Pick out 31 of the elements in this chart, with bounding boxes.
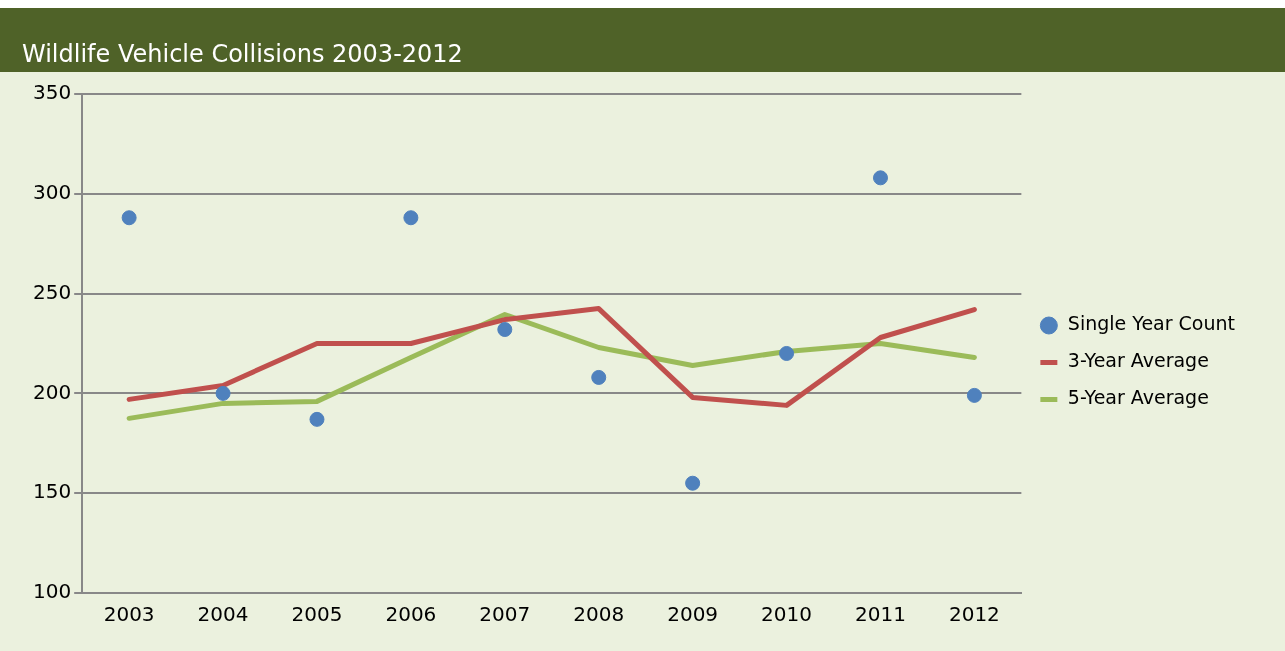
point	[591, 369, 607, 385]
x-tick-label: 2005	[291, 602, 343, 627]
x-tick-label: 2007	[479, 602, 531, 627]
x-tick-label: 2004	[197, 602, 249, 627]
point	[215, 385, 231, 401]
y-tick-label: 350	[32, 80, 72, 105]
x-tick-label: 2006	[385, 602, 437, 627]
x-tick-label: 2012	[948, 602, 1000, 627]
chart-title: Wildlife Vehicle Collisions 2003-2012	[22, 40, 463, 68]
x-tick-label: 2011	[855, 602, 906, 627]
y-tick-label: 150	[32, 479, 72, 504]
point	[966, 387, 982, 403]
point	[685, 475, 701, 491]
y-tick-label: 200	[32, 379, 72, 404]
x-tick-label: 2003	[103, 602, 155, 627]
x-tick-label: 2010	[761, 602, 813, 627]
x-tick-label: 2009	[667, 602, 719, 627]
point	[403, 210, 419, 226]
legend-label: Single Year Count	[1067, 312, 1235, 335]
point	[872, 170, 888, 186]
title-banner: Wildlife Vehicle Collisions 2003-2012	[0, 8, 1285, 72]
point	[121, 210, 137, 226]
point	[309, 411, 325, 427]
point	[497, 322, 513, 338]
point	[779, 345, 795, 361]
y-tick-label: 300	[32, 180, 72, 204]
legend-label: 3-Year Average	[1067, 349, 1209, 372]
legend-label: 5-Year Average	[1067, 386, 1209, 409]
y-tick-label: 100	[32, 579, 72, 604]
y-tick-label: 250	[32, 279, 72, 304]
x-tick-label: 2008	[573, 602, 625, 627]
